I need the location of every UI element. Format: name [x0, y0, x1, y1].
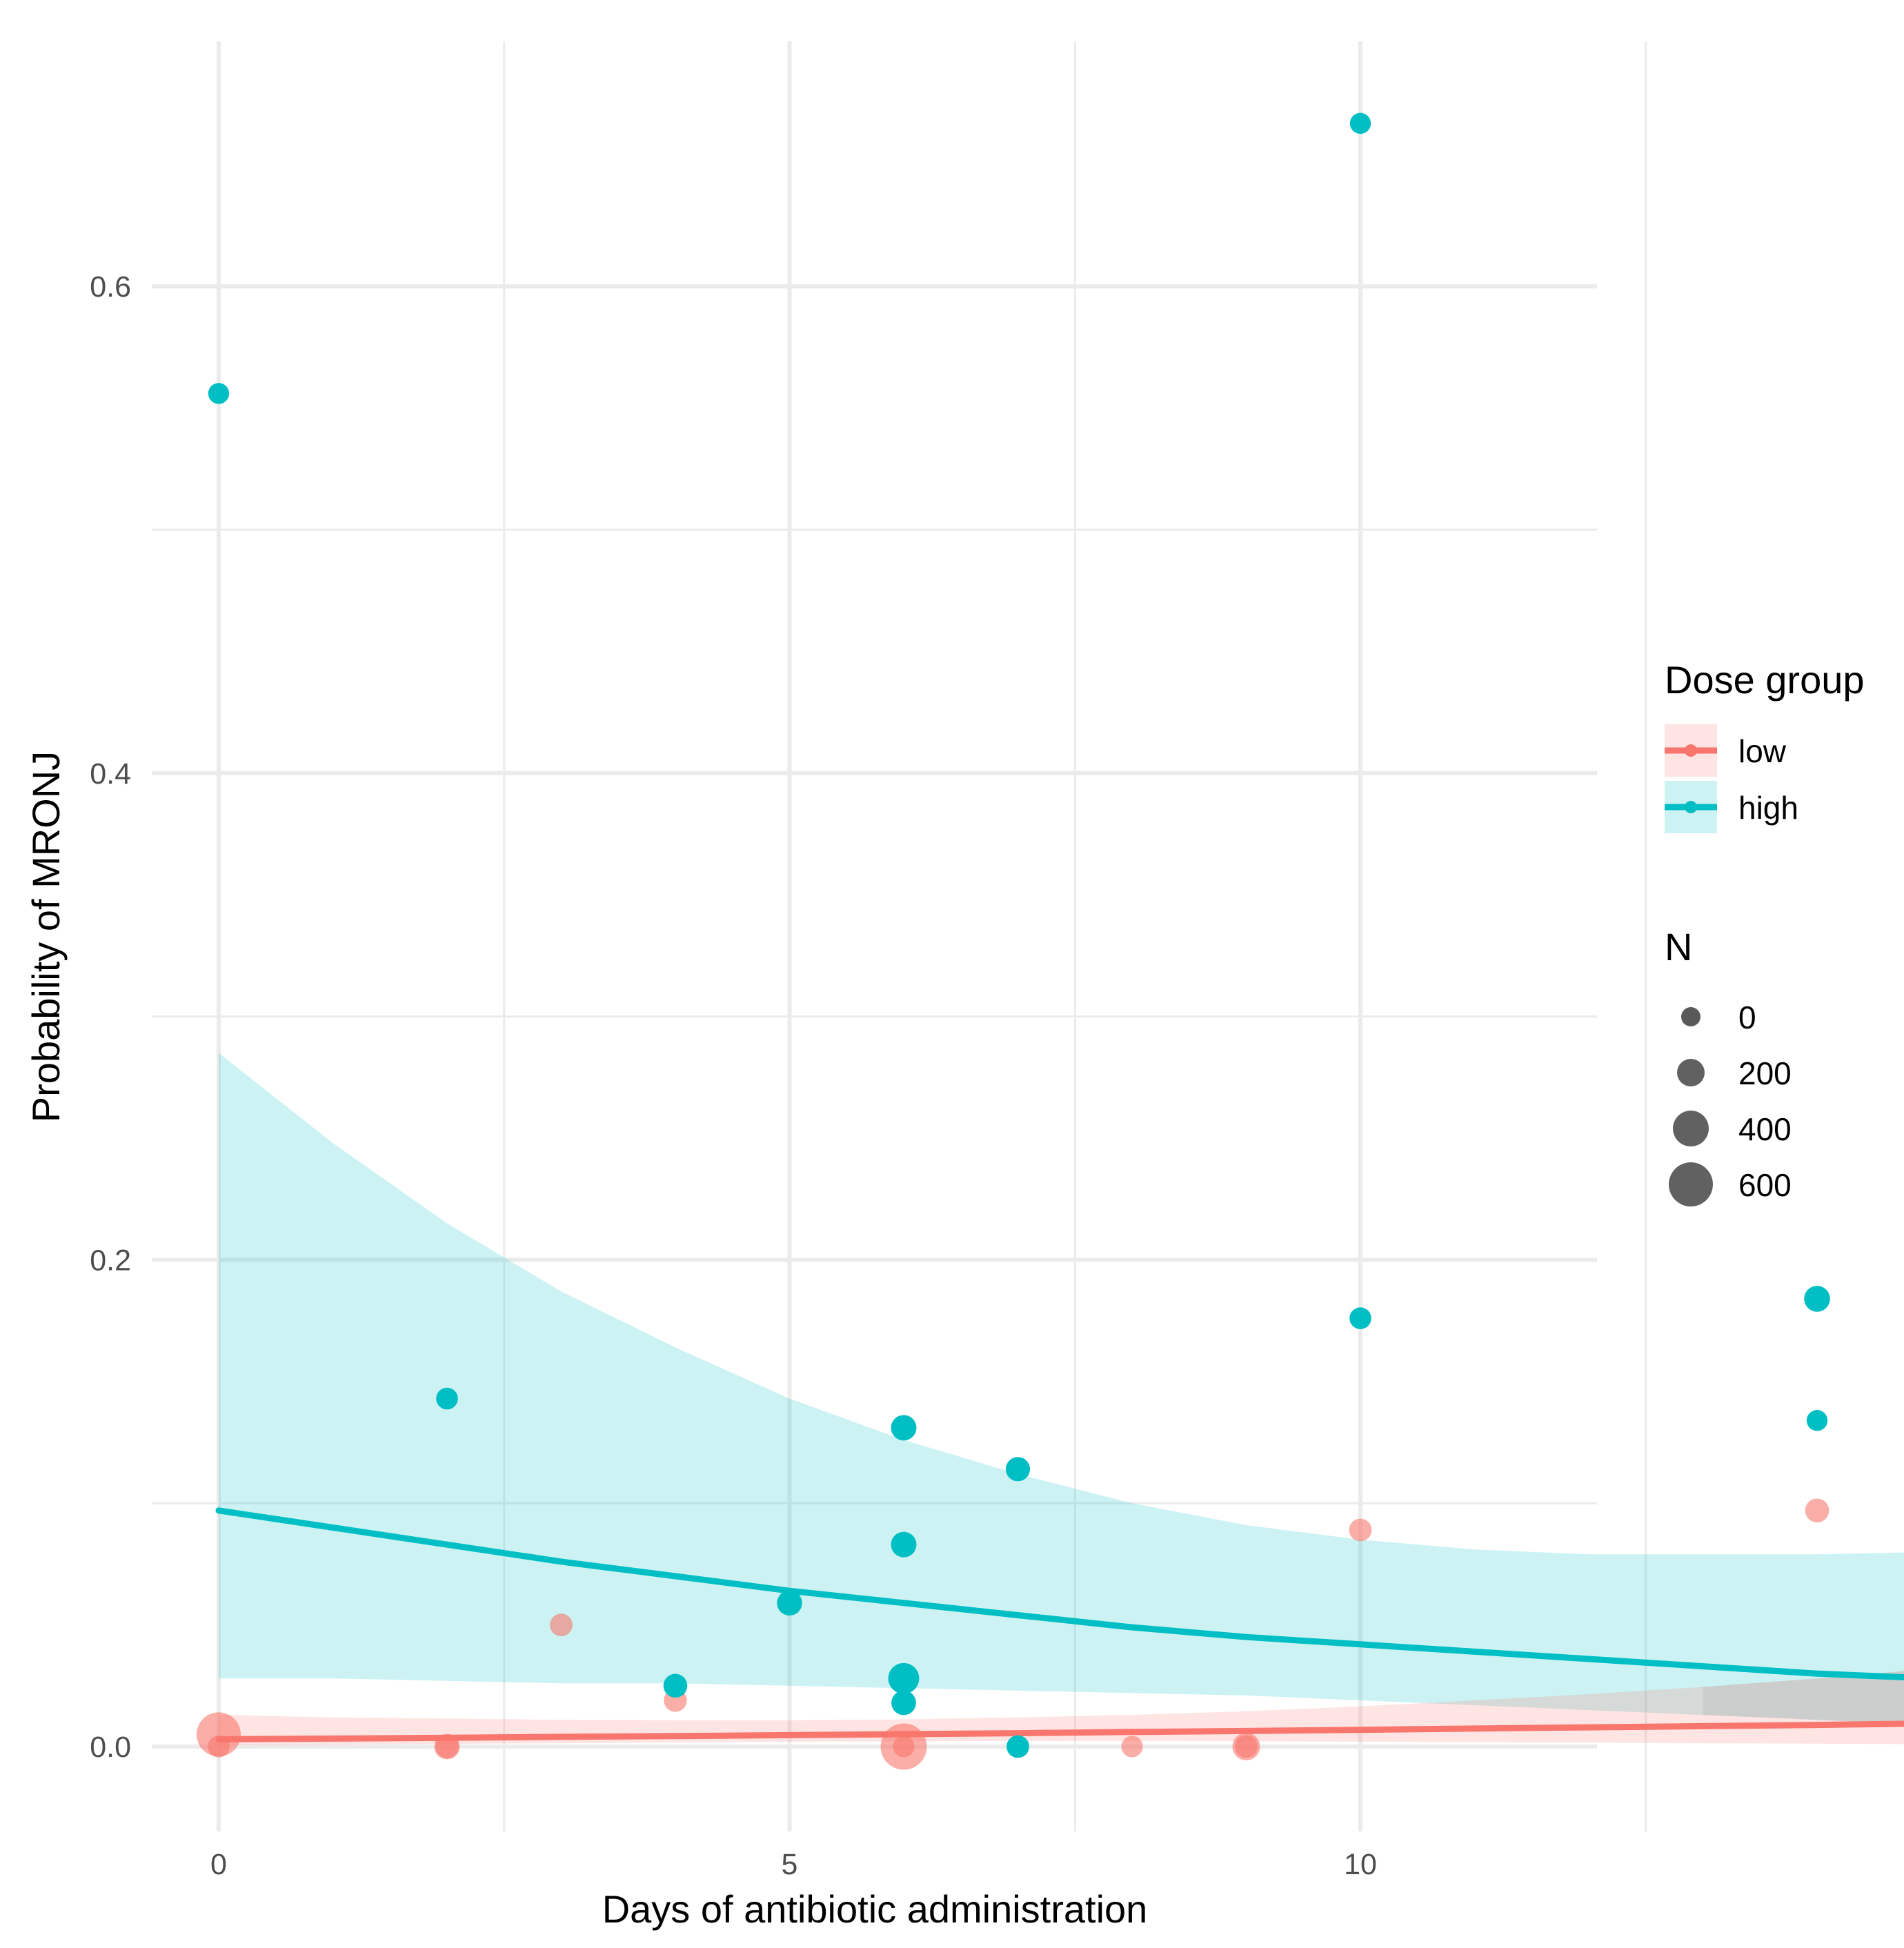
point-low-12	[1349, 1518, 1372, 1542]
point-high-2	[436, 1387, 458, 1410]
point-high-8	[891, 1690, 916, 1716]
y-tick-label-0: 0.0	[90, 1731, 131, 1764]
confidence-band-high	[219, 1053, 1904, 1724]
fit-line-high	[215, 1507, 1904, 1681]
fit-line-low	[215, 1720, 1904, 1742]
confidence-band-overlap	[1703, 1671, 1904, 1724]
legend-key-low-dot	[1685, 744, 1697, 757]
fit-lines	[215, 1507, 1904, 1742]
legend-label-high: high	[1738, 790, 1798, 826]
point-high-9	[888, 1662, 920, 1694]
data-points	[197, 112, 1830, 1770]
legend-size-label-1: 200	[1738, 1055, 1792, 1091]
x-axis-title: Days of antibiotic administration	[602, 1887, 1148, 1931]
grid-layer	[152, 41, 1647, 1831]
legend-size-key-1	[1677, 1059, 1705, 1086]
legend-label-low: low	[1738, 733, 1787, 769]
legend-title-n: N	[1665, 925, 1692, 968]
x-tick-label-1: 5	[782, 1848, 798, 1881]
point-high-7	[663, 1673, 688, 1698]
legend-key-high-dot	[1685, 801, 1697, 813]
point-low-4	[550, 1613, 573, 1637]
point-high-5	[891, 1531, 917, 1558]
y-tick-label-3: 0.6	[90, 270, 131, 304]
point-high-1	[1349, 112, 1371, 135]
point-high-4	[1005, 1457, 1031, 1482]
point-high-0	[208, 383, 230, 404]
point-high-10	[1349, 1307, 1371, 1329]
y-tick-label-1: 0.2	[90, 1244, 131, 1277]
point-low-9	[1121, 1736, 1143, 1758]
axis-ticks: 051015200.00.20.40.6	[90, 270, 1377, 1881]
legend-color-items: low high	[1665, 724, 1798, 833]
point-low-7	[893, 1736, 915, 1758]
point-low-13	[1805, 1498, 1829, 1523]
point-high-14	[1006, 1735, 1029, 1758]
legend-size-label-2: 400	[1738, 1111, 1792, 1147]
legend-size-key-2	[1673, 1111, 1709, 1146]
point-high-12	[1806, 1410, 1828, 1431]
legend-size-label-3: 600	[1738, 1167, 1792, 1203]
legend-size-label-0: 0	[1738, 1000, 1756, 1035]
point-low-1	[208, 1736, 230, 1758]
legend: Dose group low high N 0 200 400 600	[1665, 658, 1865, 1206]
point-low-11	[1235, 1735, 1258, 1758]
y-axis-title: Probability of MRONJ	[24, 751, 68, 1122]
point-low-0	[197, 1712, 241, 1757]
point-high-3	[891, 1415, 917, 1441]
legend-title-dose-group: Dose group	[1665, 658, 1865, 702]
y-tick-label-2: 0.4	[90, 757, 131, 791]
x-tick-label-0: 0	[210, 1848, 227, 1881]
point-high-6	[777, 1590, 802, 1616]
legend-size-key-0	[1681, 1007, 1700, 1026]
point-high-11	[1804, 1286, 1830, 1312]
legend-size-key-3	[1669, 1162, 1713, 1206]
legend-size-items: 0 200 400 600	[1669, 1000, 1792, 1206]
point-low-3	[435, 1735, 459, 1758]
x-tick-label-2: 10	[1344, 1848, 1377, 1881]
confidence-bands	[219, 1053, 1904, 1746]
